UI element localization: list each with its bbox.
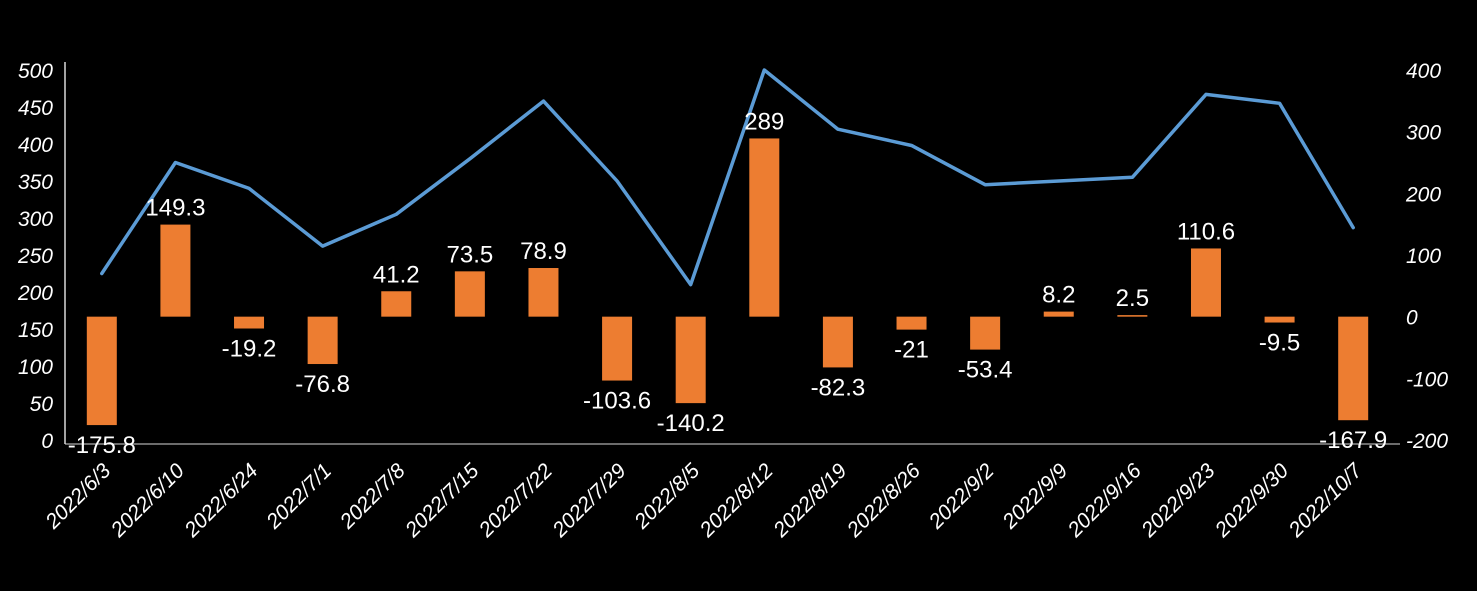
x-axis-label: 2022/8/5 <box>629 459 704 534</box>
bar-value-label: -82.3 <box>811 374 866 401</box>
x-axis-label: 2022/6/3 <box>41 459 116 534</box>
left-axis-tick-label: 350 <box>18 171 53 194</box>
x-axis-label: 2022/8/26 <box>842 459 925 542</box>
bar-value-label: -175.8 <box>68 432 136 459</box>
left-axis-tick-label: 400 <box>18 134 53 157</box>
line-series-path <box>100 68 1355 287</box>
bar <box>160 224 191 317</box>
bar <box>1190 248 1221 317</box>
x-axis-label: 2022/9/9 <box>998 459 1073 534</box>
right-axis-tick-label: -200 <box>1406 430 1448 453</box>
left-axis-tick-label: 200 <box>17 282 53 305</box>
x-axis-label: 2022/9/16 <box>1063 459 1146 542</box>
bar <box>822 316 853 368</box>
bar-value-label: 110.6 <box>1177 218 1235 245</box>
bar-value-label: 73.5 <box>447 241 494 268</box>
bar <box>749 138 780 317</box>
left-axis-tick-label: 150 <box>18 319 53 342</box>
bar-value-label: -167.9 <box>1319 427 1387 454</box>
x-axis-label: 2022/7/22 <box>474 459 557 542</box>
left-axis-tick-label: 100 <box>18 356 53 379</box>
bar-value-label: 78.9 <box>520 238 567 265</box>
right-axis-tick-label: -100 <box>1406 368 1448 391</box>
bar <box>675 316 706 404</box>
bar <box>528 268 559 317</box>
bar <box>86 316 117 426</box>
bar-value-label: 149.3 <box>145 195 205 222</box>
bar-value-label: -21 <box>894 337 929 364</box>
x-axis-label: 2022/10/7 <box>1284 458 1368 542</box>
x-axis-label: 2022/7/8 <box>335 459 410 534</box>
bar-value-label: -9.5 <box>1259 330 1300 357</box>
bar <box>454 271 485 317</box>
bar <box>1264 316 1295 323</box>
x-axis-label: 2022/7/1 <box>261 459 336 534</box>
x-axis-label: 2022/6/10 <box>106 459 189 542</box>
bar-value-label: -140.2 <box>657 410 725 437</box>
x-axis-label: 2022/9/30 <box>1210 459 1293 542</box>
right-axis-tick-label: 400 <box>1406 60 1441 83</box>
bar <box>1338 316 1369 421</box>
left-axis-tick-label: 50 <box>30 393 54 416</box>
bar <box>1043 311 1074 317</box>
x-axis-label: 2022/7/29 <box>548 459 631 542</box>
bar <box>970 316 1001 350</box>
bar <box>602 316 633 381</box>
right-axis-tick-label: 300 <box>1406 122 1441 145</box>
x-axis-label: 2022/9/23 <box>1136 459 1219 542</box>
x-axis-label: 2022/8/19 <box>768 459 851 542</box>
bar-value-label: 41.2 <box>373 261 420 288</box>
bar <box>307 316 338 365</box>
bar-value-label: 2.5 <box>1116 285 1149 312</box>
left-axis-tick-label: 450 <box>18 97 53 120</box>
bar <box>381 291 412 317</box>
bar-value-label: 8.2 <box>1042 282 1075 309</box>
bar-value-label: -19.2 <box>222 336 277 363</box>
bar-value-label: -53.4 <box>958 357 1013 384</box>
x-axis-label: 2022/6/24 <box>180 459 263 542</box>
left-axis-tick-label: 250 <box>17 245 53 268</box>
left-axis-tick-label: 0 <box>41 430 53 453</box>
x-axis-label: 2022/7/15 <box>400 459 483 542</box>
bar-value-label: -76.8 <box>295 371 350 398</box>
bar-value-label: 289 <box>744 108 784 135</box>
bar <box>234 316 265 329</box>
bar-value-label: -103.6 <box>583 388 651 415</box>
right-axis-tick-label: 0 <box>1406 307 1418 330</box>
left-axis-tick-label: 300 <box>18 208 53 231</box>
x-axis-label: 2022/9/2 <box>924 459 999 534</box>
bar <box>1117 315 1148 317</box>
left-axis-tick-label: 500 <box>18 60 53 83</box>
bar <box>896 316 927 330</box>
right-axis-tick-label: 200 <box>1405 183 1441 206</box>
right-axis-tick-label: 100 <box>1406 245 1441 268</box>
x-axis-label: 2022/8/12 <box>695 459 778 542</box>
